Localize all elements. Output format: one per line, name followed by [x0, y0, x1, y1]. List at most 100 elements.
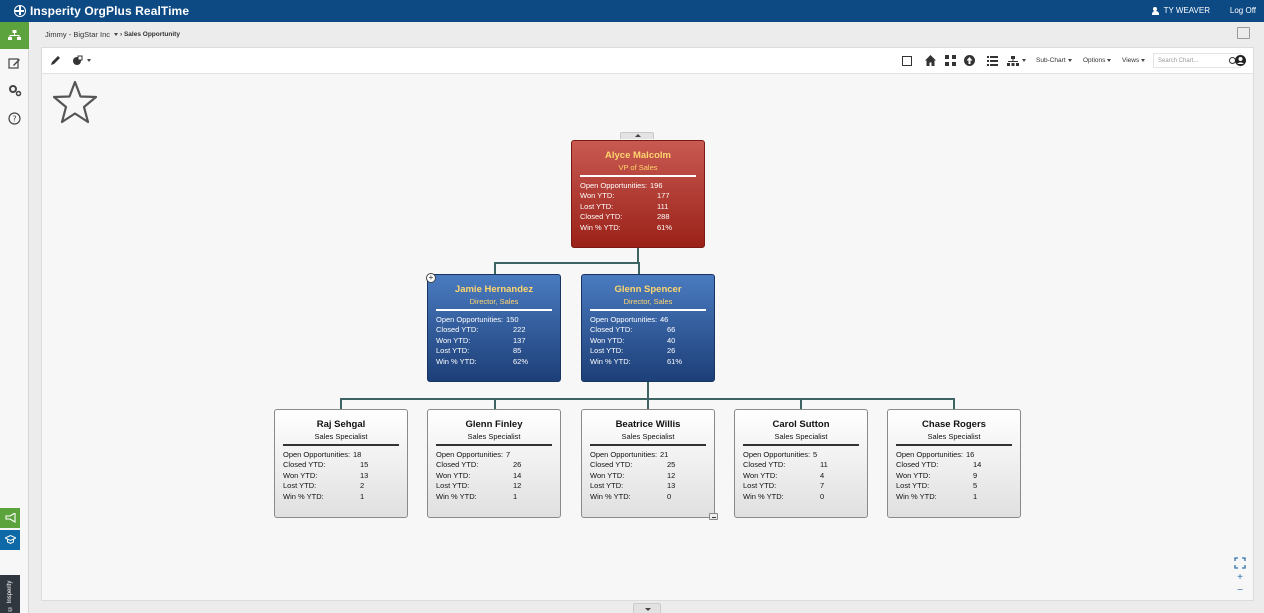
node-stats: Open Opportunities: 46 Closed YTD: 66 Won …	[590, 315, 714, 368]
stat-value: 0	[820, 491, 825, 501]
stat-value: 13	[360, 470, 369, 480]
stat-row: Open Opportunities: 46	[590, 315, 714, 326]
breadcrumb: Jimmy - BigStar Inc › Sales Opportunity	[29, 22, 1264, 47]
profile-button[interactable]	[1235, 54, 1246, 67]
search-input[interactable]: Search Chart...	[1153, 53, 1241, 68]
go-up-button[interactable]	[964, 54, 975, 67]
nav-orgchart-button[interactable]	[0, 22, 29, 49]
stat-value: 1	[973, 491, 978, 501]
stat-value: 11	[820, 460, 828, 469]
stat-row: Win % YTD: 0	[590, 492, 714, 503]
node-stats: Open Opportunities: 7 Closed YTD: 26 Won Y…	[436, 450, 560, 503]
org-node-director[interactable]: Glenn Spencer Director, Sales Open Oppor…	[581, 274, 715, 382]
stat-label: Open Opportunities:	[580, 180, 648, 190]
stat-row: Lost YTD: 7	[743, 481, 867, 492]
expand-node-icon[interactable]: +	[426, 273, 436, 283]
expand-up-tab[interactable]	[620, 132, 654, 139]
zoom-out-icon[interactable]: −	[1237, 585, 1243, 596]
stat-value: 14	[513, 470, 522, 480]
nav-settings-button[interactable]	[0, 77, 29, 104]
gears-icon	[8, 85, 21, 97]
org-node-specialist[interactable]: Glenn Finley Sales Specialist Open Oppor…	[427, 409, 561, 518]
stat-label: Open Opportunities:	[436, 449, 504, 459]
app-brand[interactable]: Insperity OrgPlus RealTime	[14, 4, 189, 18]
stat-value: 12	[667, 470, 676, 480]
org-node-specialist[interactable]: Chase Rogers Sales Specialist Open Oppor…	[887, 409, 1021, 518]
org-chart-canvas[interactable]: Alyce Malcolm VP of Sales Open Opportuni…	[42, 74, 1253, 600]
connector-line	[494, 262, 640, 264]
node-title: Director, Sales	[469, 297, 519, 306]
org-node-director[interactable]: Jamie Hernandez Director, Sales Open Opp…	[427, 274, 561, 382]
tutorial-button[interactable]	[0, 530, 20, 550]
stat-label: Win % YTD:	[743, 491, 784, 501]
stat-row: Lost YTD: 5	[896, 481, 1020, 492]
user-menu[interactable]: TY WEAVER	[1151, 6, 1210, 15]
user-name: TY WEAVER	[1163, 6, 1210, 15]
stat-value: 66	[667, 325, 676, 334]
favorite-star-icon[interactable]	[52, 80, 98, 126]
stat-label: Lost YTD:	[436, 346, 470, 355]
list-icon	[987, 55, 998, 66]
user-icon	[1151, 6, 1159, 15]
stat-value: 9	[973, 470, 978, 480]
stat-label: Win % YTD:	[436, 491, 477, 501]
stat-row: Won YTD: 177	[580, 191, 704, 202]
nav-edit-button[interactable]	[0, 50, 29, 77]
connector-line	[340, 398, 342, 409]
org-node-specialist[interactable]: Raj Sehgal Sales Specialist Open Opportu…	[274, 409, 408, 518]
layout-button[interactable]	[1007, 54, 1026, 67]
company-selector[interactable]: Jimmy - BigStar Inc	[45, 30, 119, 39]
fit-screen-icon[interactable]	[1234, 557, 1246, 569]
node-name: Raj Sehgal	[316, 419, 366, 430]
graduation-cap-icon	[4, 535, 16, 545]
stat-label: Open Opportunities:	[436, 314, 504, 324]
stat-row: Open Opportunities: 5	[743, 450, 867, 461]
stat-row: Closed YTD: 25	[590, 460, 714, 471]
fit-chart-button[interactable]	[945, 54, 956, 67]
stat-value: 13	[667, 481, 676, 490]
stat-row: Open Opportunities: 16	[896, 450, 1020, 461]
export-icon[interactable]	[1237, 27, 1250, 39]
list-view-button[interactable]	[987, 54, 998, 67]
stat-label: Win % YTD:	[436, 356, 477, 366]
org-node-specialist[interactable]: Beatrice Willis Sales Specialist Open Op…	[581, 409, 715, 518]
stat-row: Lost YTD: 12	[436, 481, 560, 492]
stat-value: 196	[650, 180, 663, 190]
stat-label: Won YTD:	[580, 191, 615, 200]
options-menu[interactable]: Options	[1083, 54, 1112, 67]
node-stats: Open Opportunities: 196 Won YTD: 177 Lost …	[580, 181, 704, 234]
stat-value: 85	[513, 346, 522, 355]
chart-style-button[interactable]	[72, 54, 91, 67]
stat-label: Lost YTD:	[436, 481, 470, 490]
stat-value: 16	[966, 449, 975, 459]
edit-pencil-button[interactable]	[50, 54, 61, 67]
stat-value: 177	[657, 191, 670, 200]
collapse-node-icon[interactable]	[709, 513, 718, 520]
announcements-button[interactable]	[0, 508, 20, 528]
help-icon: ?	[8, 112, 21, 125]
home-button[interactable]	[925, 54, 936, 67]
org-chart-icon	[8, 30, 21, 40]
logoff-link[interactable]: Log Off	[1229, 6, 1256, 15]
stat-row: Closed YTD: 26	[436, 460, 560, 471]
org-node-root[interactable]: Alyce Malcolm VP of Sales Open Opportuni…	[571, 140, 705, 248]
nav-help-button[interactable]: ?	[0, 105, 29, 132]
node-divider	[590, 444, 706, 446]
stat-row: Closed YTD: 15	[283, 460, 407, 471]
select-box-button[interactable]	[902, 54, 912, 67]
stat-value: 0	[667, 491, 672, 501]
stat-row: Win % YTD: 1	[283, 492, 407, 503]
stat-row: Win % YTD: 62%	[436, 357, 560, 368]
stat-label: Win % YTD:	[590, 491, 631, 501]
stat-label: Won YTD:	[743, 470, 778, 480]
subchart-menu[interactable]: Sub-Chart	[1036, 54, 1072, 67]
stat-label: Win % YTD:	[580, 222, 621, 232]
views-menu[interactable]: Views	[1122, 54, 1146, 67]
chevron-down-icon	[1107, 59, 1112, 62]
zoom-in-icon[interactable]: +	[1237, 572, 1243, 583]
expand-down-tab[interactable]	[633, 603, 661, 613]
org-node-specialist[interactable]: Carol Sutton Sales Specialist Open Oppor…	[734, 409, 868, 518]
stat-label: Open Opportunities:	[896, 449, 964, 459]
stat-label: Win % YTD:	[283, 491, 324, 501]
stat-row: Closed YTD: 288	[580, 212, 704, 223]
